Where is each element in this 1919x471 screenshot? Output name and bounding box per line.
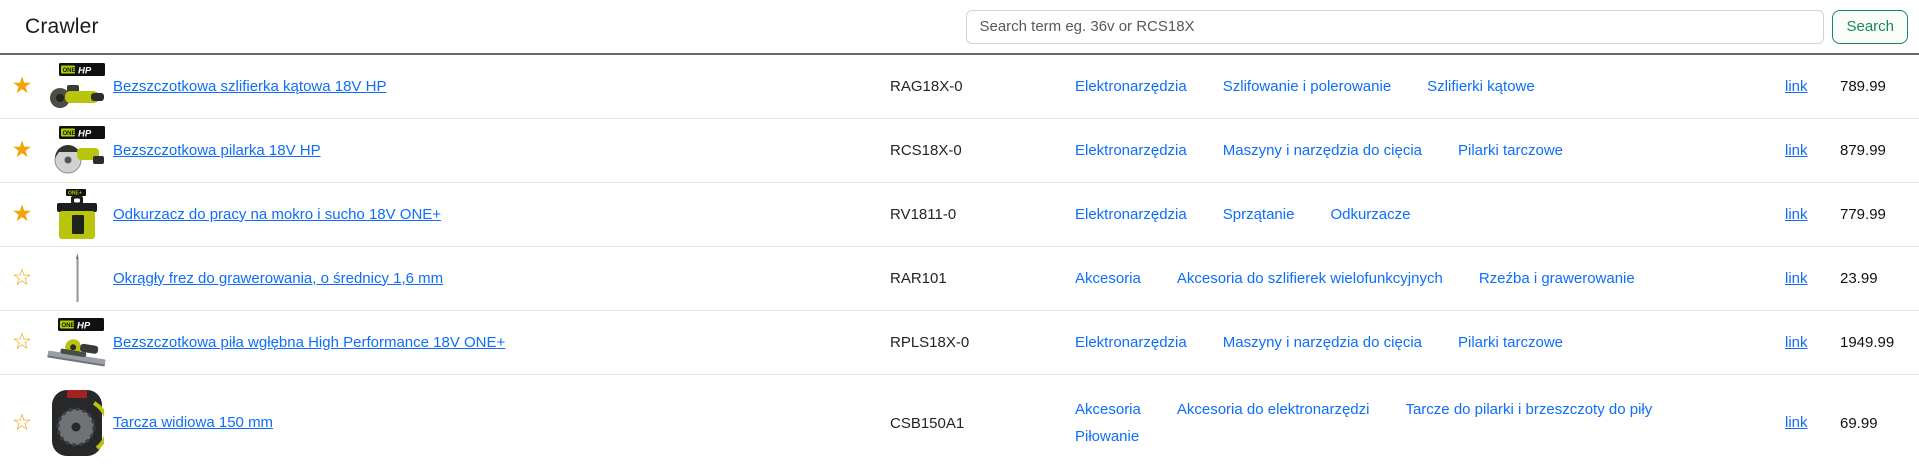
favorite-star-icon[interactable]: ☆ — [11, 328, 33, 354]
category-links: Akcesoria Akcesoria do elektronarzędzi Tar… — [1075, 401, 1785, 445]
svg-text:ONE: ONE — [63, 131, 76, 137]
product-sku: RAG18X-0 — [890, 78, 963, 95]
product-price: 69.99 — [1840, 414, 1878, 432]
category-line: Elektronarzędzia Szlifowanie i polerowani… — [1075, 78, 1775, 95]
svg-text:ONE+: ONE+ — [68, 190, 82, 196]
product-price: 879.99 — [1840, 142, 1886, 159]
table-row: ★ ONE HP Bezszczotkowa pilarka 18V HP RCS… — [0, 119, 1919, 183]
category-link[interactable]: Piłowanie — [1075, 428, 1140, 445]
category-links: Elektronarzędzia Maszyny i narzędzia do c… — [1075, 142, 1785, 159]
product-image: ONE+ — [44, 188, 110, 242]
product-external-link[interactable]: link — [1785, 77, 1808, 95]
product-sku: CSB150A1 — [890, 414, 965, 432]
category-link[interactable]: Akcesoria — [1075, 270, 1141, 287]
svg-text:ONE: ONE — [62, 323, 75, 329]
product-table: ★ ONE HP Bezszczotkowa szlifierka kątowa … — [0, 55, 1919, 471]
product-external-link[interactable]: link — [1785, 205, 1808, 223]
product-image — [44, 252, 110, 305]
product-sku: RCS18X-0 — [890, 142, 962, 159]
product-external-link[interactable]: link — [1785, 141, 1808, 159]
product-name-link[interactable]: Bezszczotkowa piła wgłębna High Performa… — [113, 333, 506, 351]
product-name-link[interactable]: Okrągły frez do grawerowania, o średnicy… — [113, 269, 444, 287]
table-row: ★ ONE+ Odkurzacz do pracy na mokro i suc… — [0, 183, 1919, 247]
category-line: Akcesoria Akcesoria do elektronarzędzi Tar… — [1075, 401, 1775, 418]
category-links: Elektronarzędzia Maszyny i narzędzia do c… — [1075, 334, 1785, 351]
category-link[interactable]: Elektronarzędzia — [1075, 334, 1187, 351]
favorite-star-icon[interactable]: ★ — [11, 136, 33, 162]
favorite-star-icon[interactable]: ☆ — [11, 408, 33, 435]
product-image — [44, 388, 110, 458]
category-link[interactable]: Szlifierki kątowe — [1427, 78, 1535, 95]
product-external-link[interactable]: link — [1785, 333, 1808, 351]
product-name-link[interactable]: Bezszczotkowa szlifierka kątowa 18V HP — [113, 77, 387, 95]
product-name-link[interactable]: Odkurzacz do pracy na mokro i sucho 18V … — [113, 205, 442, 223]
category-links: Elektronarzędzia Szlifowanie i polerowani… — [1075, 78, 1785, 95]
category-line: Elektronarzędzia Maszyny i narzędzia do c… — [1075, 142, 1775, 159]
category-link[interactable]: Akcesoria — [1075, 401, 1141, 418]
favorite-star-icon[interactable]: ★ — [11, 72, 33, 98]
product-price: 779.99 — [1840, 206, 1886, 223]
svg-text:HP: HP — [78, 65, 92, 76]
product-external-link[interactable]: link — [1785, 269, 1808, 287]
page-title: Crawler — [25, 14, 99, 38]
product-sku: RAR101 — [890, 270, 947, 287]
app-header: Crawler Search — [0, 0, 1919, 55]
category-line: Elektronarzędzia Sprzątanie Odkurzacze — [1075, 206, 1775, 223]
svg-text:ONE: ONE — [63, 68, 76, 74]
search-form: Search — [966, 9, 1908, 44]
svg-text:HP: HP — [77, 320, 91, 331]
category-links: Elektronarzędzia Sprzątanie Odkurzacze — [1075, 206, 1785, 223]
product-sku: RPLS18X-0 — [890, 334, 970, 351]
category-link[interactable]: Odkurzacze — [1330, 206, 1411, 223]
category-line: Elektronarzędzia Maszyny i narzędzia do c… — [1075, 334, 1775, 351]
table-row: ☆ Tarcza widiowa 150 mm CSB150A1 Akcesor… — [0, 375, 1919, 471]
category-link[interactable]: Elektronarzędzia — [1075, 78, 1187, 95]
product-image: ONE HP — [44, 125, 110, 177]
category-links: Akcesoria Akcesoria do szlifierek wielofu… — [1075, 270, 1785, 287]
favorite-star-icon[interactable]: ☆ — [11, 264, 33, 290]
category-line: Akcesoria Akcesoria do szlifierek wielofu… — [1075, 270, 1775, 287]
search-input[interactable] — [966, 9, 1825, 44]
category-link[interactable]: Pilarki tarczowe — [1458, 142, 1564, 159]
product-sku: RV1811-0 — [890, 206, 957, 223]
category-link[interactable]: Elektronarzędzia — [1075, 206, 1187, 223]
svg-text:HP: HP — [78, 128, 92, 139]
category-link[interactable]: Akcesoria do szlifierek wielofunkcyjnych — [1176, 270, 1443, 287]
category-link[interactable]: Maszyny i narzędzia do cięcia — [1222, 142, 1422, 159]
favorite-star-icon[interactable]: ★ — [11, 200, 33, 226]
category-link[interactable]: Szlifowanie i polerowanie — [1222, 78, 1392, 95]
product-price: 23.99 — [1840, 270, 1878, 287]
category-link[interactable]: Elektronarzędzia — [1075, 142, 1187, 159]
product-image: ONE HP — [44, 317, 110, 369]
category-line: Piłowanie — [1075, 428, 1775, 445]
table-row: ☆ ONE HP Bezszczotkowa piła wgłębna High … — [0, 311, 1919, 375]
product-image: ONE HP — [44, 62, 110, 112]
category-link[interactable]: Maszyny i narzędzia do cięcia — [1222, 334, 1422, 351]
search-button[interactable]: Search — [1832, 9, 1908, 44]
category-link[interactable]: Sprzątanie — [1222, 206, 1295, 223]
category-link[interactable]: Akcesoria do elektronarzędzi — [1176, 401, 1370, 418]
category-link[interactable]: Tarcze do pilarki i brzeszczoty do piły — [1405, 401, 1653, 418]
table-row: ☆ Okrągły frez do grawerowania, o średni… — [0, 247, 1919, 311]
category-link[interactable]: Pilarki tarczowe — [1458, 334, 1564, 351]
table-row: ★ ONE HP Bezszczotkowa szlifierka kątowa … — [0, 55, 1919, 119]
product-price: 1949.99 — [1840, 334, 1895, 351]
product-name-link[interactable]: Bezszczotkowa pilarka 18V HP — [113, 141, 321, 159]
product-name-link[interactable]: Tarcza widiowa 150 mm — [113, 414, 274, 431]
product-external-link[interactable]: link — [1785, 414, 1808, 431]
product-price: 789.99 — [1840, 78, 1886, 95]
category-link[interactable]: Rzeźba i grawerowanie — [1478, 270, 1635, 287]
